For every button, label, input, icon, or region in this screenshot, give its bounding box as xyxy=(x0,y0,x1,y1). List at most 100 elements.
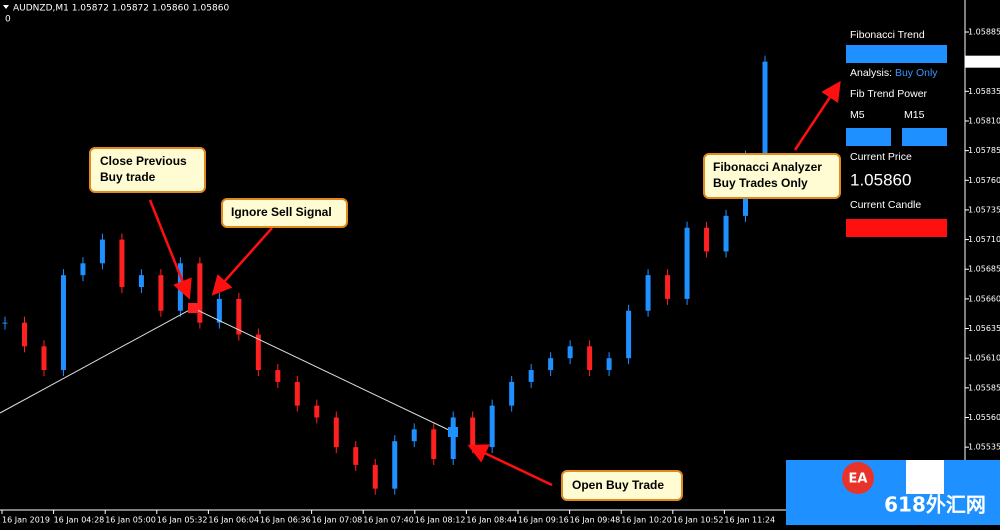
x-tick-label: 16 Jan 07:40 xyxy=(363,516,414,525)
candle xyxy=(236,298,242,335)
y-tick-label: 1.05635 xyxy=(968,324,1000,333)
candle xyxy=(333,417,339,448)
callout: Fibonacci Analyzer Buy Trades Only xyxy=(713,160,822,190)
badge: EA xyxy=(849,472,868,487)
x-tick-label: 16 Jan 06:36 xyxy=(260,516,311,525)
watermark: EA 618外汇网 xyxy=(786,460,1000,525)
x-tick-label: 16 Jan 09:16 xyxy=(518,516,569,525)
candle xyxy=(99,239,105,264)
axes: 1.05885 1.05860 1.05835 1.05810 1.05785 1.057… xyxy=(1,28,1000,525)
analysis: Analysis: Buy Only xyxy=(850,67,938,79)
y-tick-label: 1.05535 xyxy=(968,443,1000,452)
candle xyxy=(626,310,632,359)
candle xyxy=(509,381,515,406)
x-tick-label: 16 Jan 06:04 xyxy=(208,516,259,525)
candle xyxy=(353,447,359,465)
y-tick-label: 1.05835 xyxy=(968,87,1000,96)
candle xyxy=(450,417,456,459)
candle xyxy=(372,464,378,489)
candle xyxy=(606,358,612,371)
candle xyxy=(41,346,47,371)
panel-title: Fibonacci Trend xyxy=(850,29,925,41)
candle xyxy=(684,227,690,299)
y-tick-label: 1.05610 xyxy=(968,354,1000,363)
candle-label: Current Candle xyxy=(850,199,921,211)
m5-label: M5 xyxy=(850,109,865,121)
candle-bar xyxy=(846,219,947,237)
candle xyxy=(216,298,222,323)
candle xyxy=(392,441,398,489)
candle xyxy=(567,346,573,359)
y-tick-label: 1.05710 xyxy=(968,235,1000,244)
candle xyxy=(2,322,8,324)
candle xyxy=(431,429,437,459)
candle xyxy=(723,215,729,252)
menu-arrow xyxy=(3,5,9,9)
y-tick-label: 1.05585 xyxy=(968,383,1000,392)
candle xyxy=(470,417,476,448)
x-tick-label: 16 Jan 11:24 xyxy=(724,516,775,525)
y-tick-label: 1.05785 xyxy=(968,146,1000,155)
x-tick-label: 16 Jan 10:20 xyxy=(621,516,672,525)
power-label: Fib Trend Power xyxy=(850,88,928,100)
symbol-info: AUDNZD,M1 1.05872 1.05872 1.05860 1.0586… xyxy=(13,4,229,14)
candle xyxy=(21,322,27,347)
candle xyxy=(255,334,261,371)
sell-marker xyxy=(188,303,198,313)
y-tick-label: 1.05735 xyxy=(968,205,1000,214)
watermark-text: 618外汇网 xyxy=(884,493,986,517)
callout-boxes xyxy=(89,147,841,501)
x-tick-label: 16 Jan 05:32 xyxy=(157,516,208,525)
m15-bar xyxy=(902,128,947,146)
y-tick-label: 1.05685 xyxy=(968,265,1000,274)
x-tick-label: 16 Jan 04:28 xyxy=(54,516,105,525)
candle xyxy=(411,429,417,442)
x-tick-label: 16 Jan 2019 xyxy=(2,516,50,525)
arrows xyxy=(148,80,841,487)
candle xyxy=(197,263,203,323)
m15-label: M15 xyxy=(904,109,925,121)
x-tick-label: 16 Jan 10:52 xyxy=(673,516,724,525)
y-tick-label: 1.05885 xyxy=(968,28,1000,37)
candles xyxy=(2,55,768,495)
candle xyxy=(80,263,86,276)
x-tick-label: 16 Jan 08:44 xyxy=(466,516,517,525)
buy-marker xyxy=(448,427,458,437)
candle xyxy=(138,275,144,288)
candle xyxy=(548,358,554,371)
y-tick-label: 1.05760 xyxy=(968,176,1000,185)
current-price-box xyxy=(965,55,1000,68)
callout: Open Buy Trade xyxy=(572,478,664,492)
y-tick-label: 1.05860 xyxy=(968,57,1000,66)
candle xyxy=(314,405,320,418)
candle xyxy=(762,61,768,157)
candle xyxy=(489,405,495,448)
candle xyxy=(158,275,164,311)
candle xyxy=(645,275,651,311)
candle xyxy=(704,227,710,252)
candle xyxy=(60,275,66,371)
candle xyxy=(587,346,593,371)
callout: Ignore Sell Signal xyxy=(231,205,332,219)
x-tick-label: 16 Jan 07:08 xyxy=(312,516,363,525)
candle xyxy=(294,381,300,406)
price-label: Current Price xyxy=(850,151,912,163)
y-tick-label: 1.05660 xyxy=(968,294,1000,303)
candle xyxy=(528,370,534,382)
x-tick-label: 16 Jan 05:00 xyxy=(105,516,156,525)
y-tick-label: 1.05810 xyxy=(968,116,1000,125)
panel: Fibonacci Trend Analysis: Buy Only Fib T… xyxy=(846,29,947,237)
candle xyxy=(275,370,281,382)
x-tick-label: 16 Jan 08:12 xyxy=(415,516,466,525)
candle xyxy=(665,275,671,299)
sub-info: 0 xyxy=(5,15,11,25)
candle xyxy=(119,239,125,288)
current-price: 1.05860 xyxy=(850,170,911,189)
m5-bar xyxy=(846,128,891,146)
trend-bar xyxy=(846,45,947,63)
y-tick-label: 1.05560 xyxy=(968,413,1000,422)
x-tick-label: 16 Jan 09:48 xyxy=(570,516,621,525)
callout: Close Previous Buy trade xyxy=(100,154,187,184)
